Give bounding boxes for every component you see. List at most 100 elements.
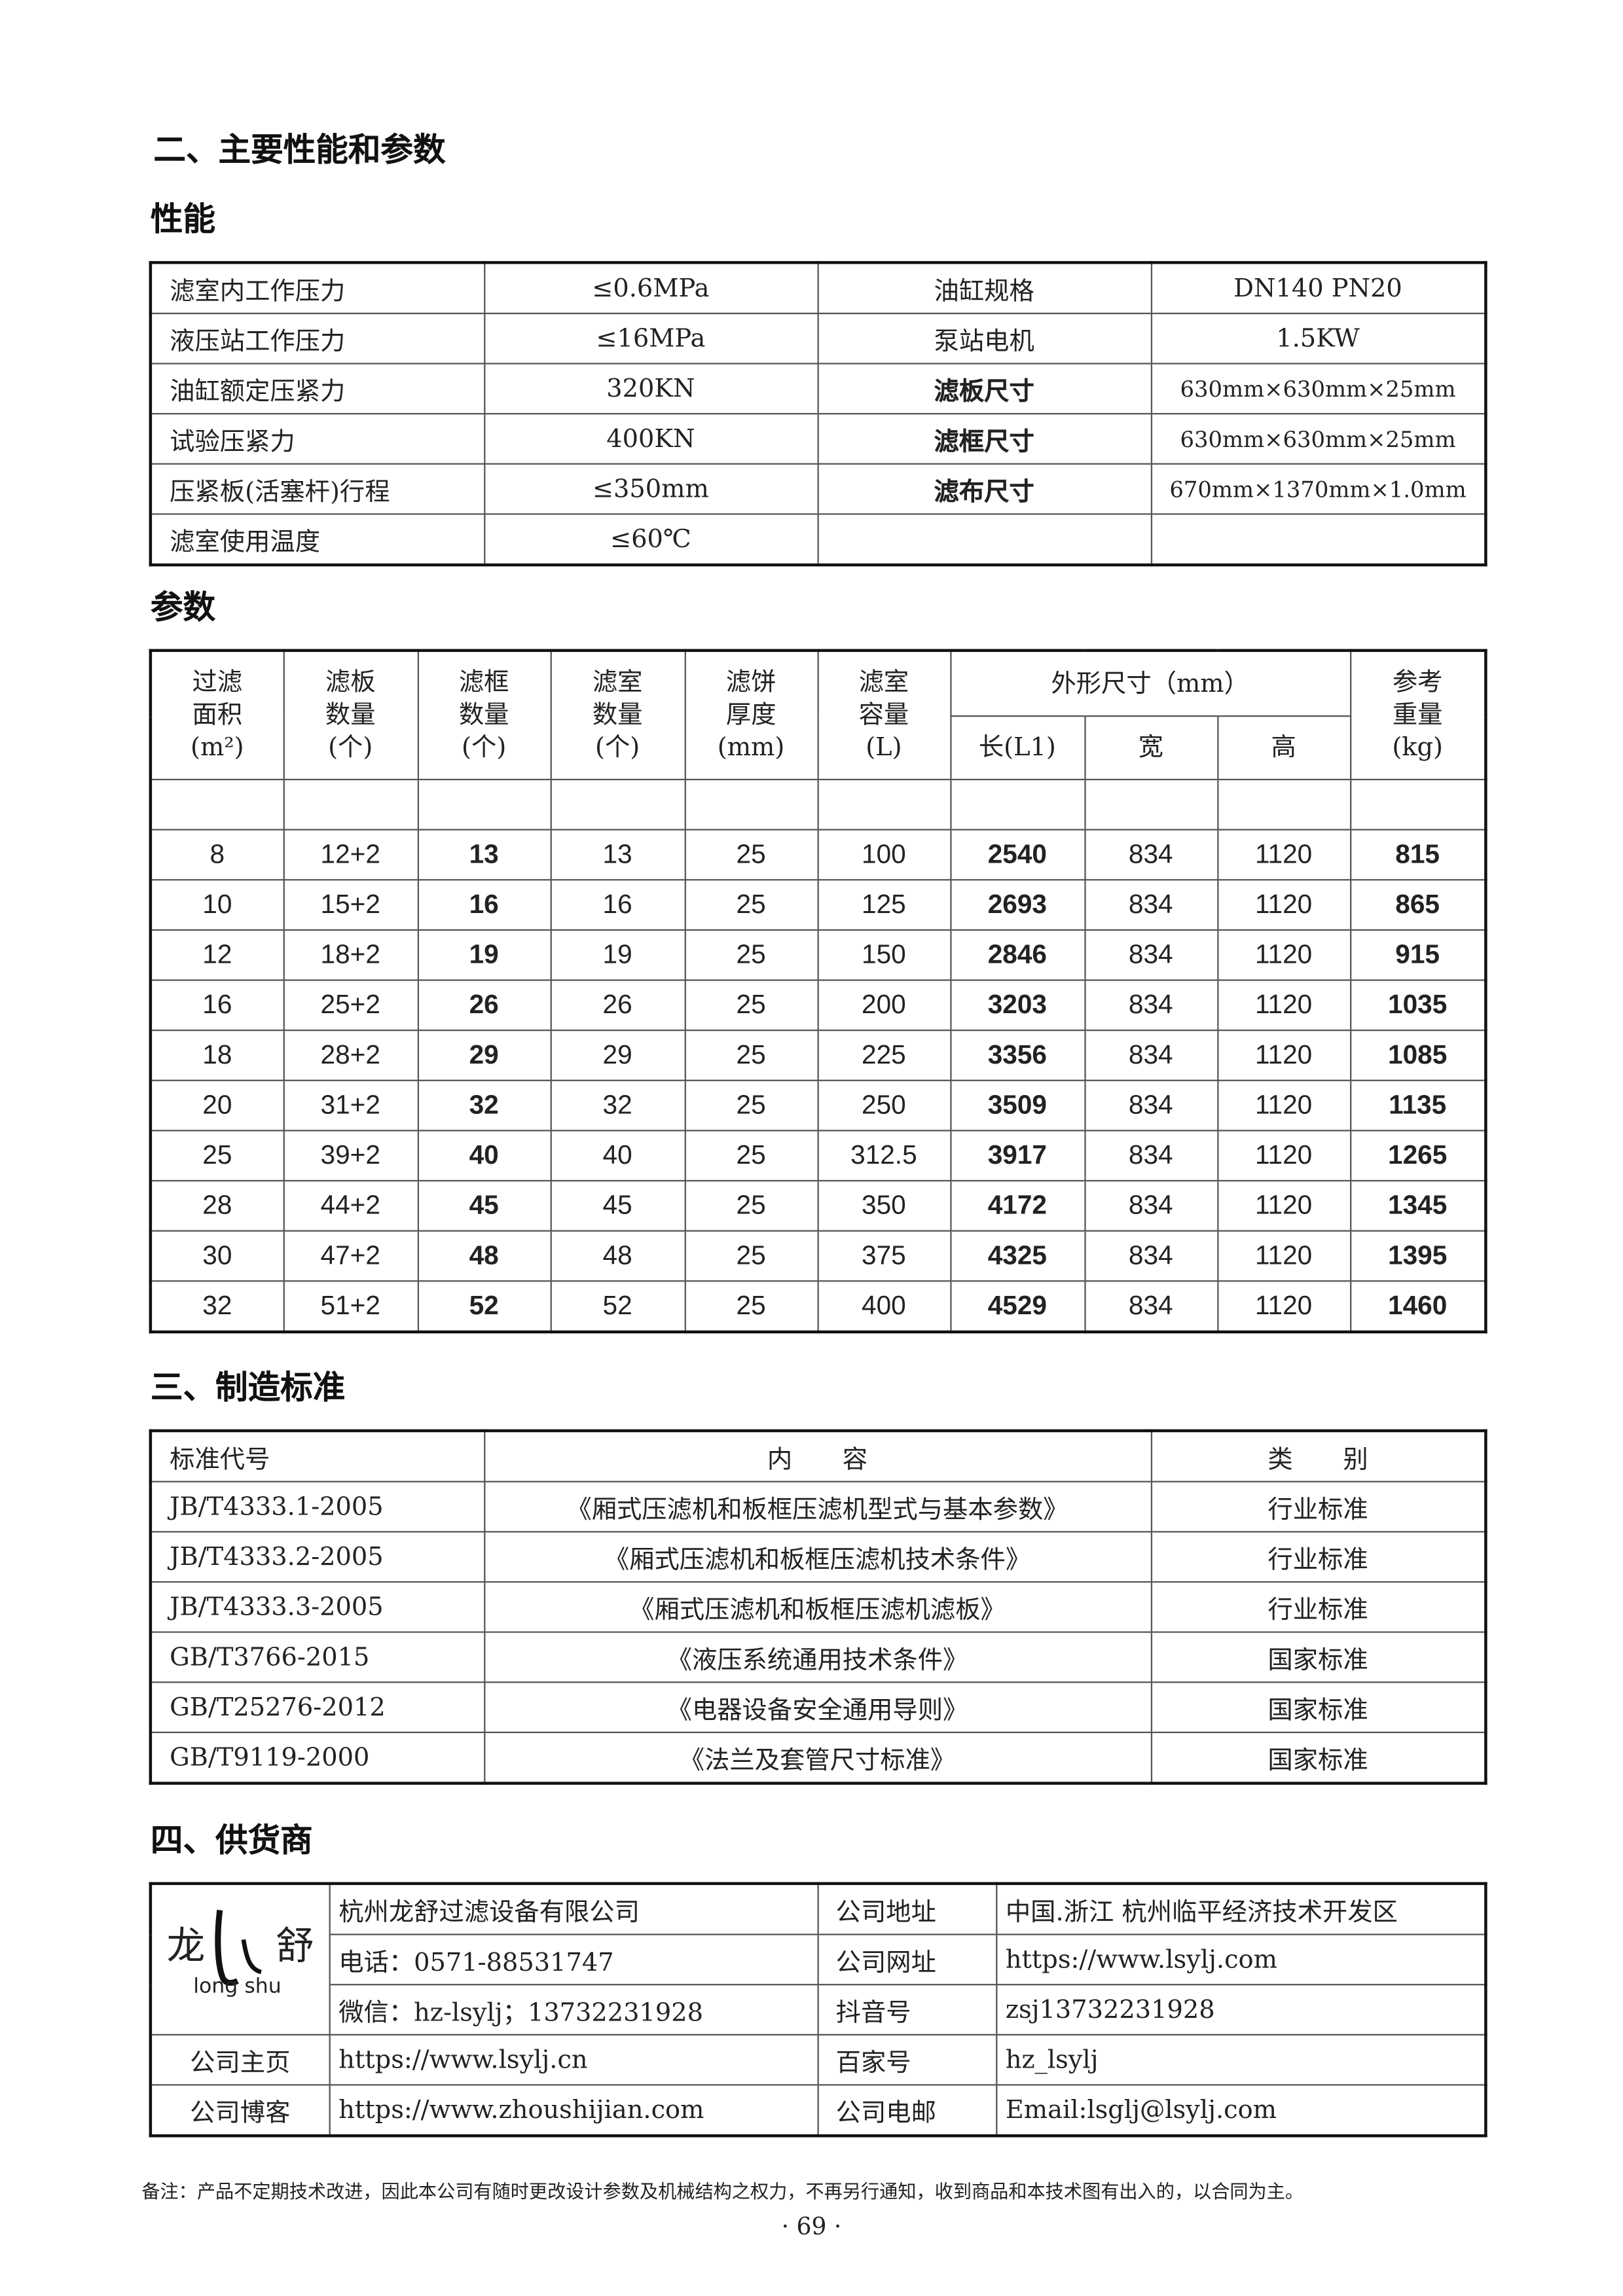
table-cell: 815: [1349, 829, 1487, 881]
table-cell: 26: [416, 979, 551, 1031]
table-row: 试验压紧力 400KN 滤框尺寸 630mm×630mm×25mm: [149, 413, 1487, 465]
table-cell: 25: [684, 1230, 818, 1282]
table-cell: 《液压系统通用技术条件》: [483, 1631, 1152, 1683]
table-cell: 25: [684, 829, 818, 881]
supplier-label: 公司博客: [149, 2084, 330, 2137]
table-cell: ≤0.6MPa: [483, 262, 818, 315]
table-cell: 834: [1084, 929, 1218, 981]
table-cell: 1395: [1349, 1230, 1487, 1282]
empty-cell: [149, 778, 284, 831]
table-cell: 行业标准: [1150, 1531, 1487, 1583]
table-cell: 19: [416, 929, 551, 981]
table-cell: 《厢式压滤机和板框压滤机技术条件》: [483, 1531, 1152, 1583]
table-cell: 16: [149, 979, 284, 1031]
table-row: 32 51+2 52 52 25 400 4529 834 1120 1460: [149, 1280, 1487, 1333]
table-cell: 13: [549, 829, 685, 881]
table-cell: 32: [549, 1079, 685, 1132]
table-cell: 25: [684, 1280, 818, 1333]
table-cell: 滤框尺寸: [816, 413, 1152, 465]
table-cell: 1120: [1216, 879, 1351, 931]
table-cell: 375: [816, 1230, 951, 1282]
table-cell: 225: [816, 1030, 951, 1081]
table-cell: 670mm×1370mm×1.0mm: [1150, 463, 1487, 515]
table-cell: 16: [549, 879, 685, 931]
parameters-table: 过滤 面积 (m²) 滤板 数量 (个) 滤框 数量 (个) 滤室 数量 (个) 滤饼 …: [149, 649, 1487, 1334]
performance-table: 滤室内工作压力 ≤0.6MPa 油缸规格 DN140 PN20 液压站工作压力 ≤16MP…: [149, 260, 1487, 567]
supplier-label: 百家号: [816, 2034, 997, 2086]
supplier-value: zsj13732231928: [995, 1984, 1487, 2036]
table-row: 压紧板(活塞杆)行程 ≤350mm 滤布尺寸 670mm×1370mm×1.0mm: [149, 463, 1487, 515]
table-cell: 滤布尺寸: [816, 463, 1152, 515]
table-cell: 834: [1084, 879, 1218, 931]
table-cell: 200: [816, 979, 951, 1031]
table-row: 10 15+2 16 16 25 125 2693 834 1120 865: [149, 879, 1487, 931]
table-cell: 10: [149, 879, 284, 931]
table-cell: 3356: [949, 1030, 1085, 1081]
empty-cell: [816, 778, 951, 831]
table-cell: 45: [416, 1179, 551, 1232]
column-header: 类 别: [1150, 1429, 1487, 1482]
table-row: GB/T25276-2012 《电器设备安全通用导则》 国家标准: [149, 1681, 1487, 1733]
supplier-value: 中国.浙江 杭州临平经济技术开发区: [995, 1882, 1487, 1935]
section-4-heading: 四、供货商: [150, 1823, 313, 1860]
table-row: 公司主页 https://www.lsylj.cn 百家号 hz_lsylj: [149, 2034, 1487, 2086]
table-cell: 31+2: [282, 1079, 418, 1132]
table-cell: 1460: [1349, 1280, 1487, 1333]
table-cell: 834: [1084, 1079, 1218, 1132]
table-cell: 48: [549, 1230, 685, 1282]
table-cell: 液压站工作压力: [149, 312, 485, 365]
table-cell: 《法兰及套管尺寸标准》: [483, 1731, 1152, 1784]
section-3-heading: 三、制造标准: [150, 1370, 346, 1407]
supplier-value: Email:lsglj@lsylj.com: [995, 2084, 1487, 2137]
table-row: 公司博客 https://www.zhoushijian.com 公司电邮 Email…: [149, 2084, 1487, 2137]
table-row: 28 44+2 45 45 25 350 4172 834 1120 1345: [149, 1179, 1487, 1232]
supplier-label: 抖音号: [816, 1984, 997, 2036]
table-cell: 国家标准: [1150, 1681, 1487, 1733]
table-cell: 19: [549, 929, 685, 981]
table-cell: 行业标准: [1150, 1581, 1487, 1633]
table-cell: 1120: [1216, 1030, 1351, 1081]
table-cell: 350: [816, 1179, 951, 1232]
header-row: 标准代号内 容类 别: [149, 1429, 1487, 1482]
table-cell: DN140 PN20: [1150, 262, 1487, 315]
table-cell: 1120: [1216, 1230, 1351, 1282]
table-cell: 630mm×630mm×25mm: [1150, 413, 1487, 465]
column-header: 过滤 面积 (m²): [149, 649, 284, 781]
empty-cell: [1084, 778, 1218, 831]
table-cell: 400: [816, 1280, 951, 1333]
column-header: 滤饼 厚度 (mm): [684, 649, 818, 781]
table-cell: GB/T3766-2015: [149, 1631, 485, 1683]
table-cell: 油缸额定压紧力: [149, 363, 485, 415]
table-cell: 630mm×630mm×25mm: [1150, 363, 1487, 415]
table-cell: 834: [1084, 1030, 1218, 1081]
column-header: 内 容: [483, 1429, 1152, 1482]
table-cell: 834: [1084, 1230, 1218, 1282]
column-header: 参考 重量 (kg): [1349, 649, 1487, 781]
column-header: 滤框 数量 (个): [416, 649, 551, 781]
table-cell: JB/T4333.2-2005: [149, 1531, 485, 1583]
table-row: 12 18+2 19 19 25 150 2846 834 1120 915: [149, 929, 1487, 981]
supplier-value: https://www.zhoushijian.com: [328, 2084, 818, 2137]
table-row: 20 31+2 32 32 25 250 3509 834 1120 1135: [149, 1079, 1487, 1132]
table-cell: 国家标准: [1150, 1631, 1487, 1683]
header-subrow: 长(L1) 宽高: [151, 715, 1486, 781]
table-cell: 3917: [949, 1130, 1085, 1182]
table-cell: 《厢式压滤机和板框压滤机型式与基本参数》: [483, 1480, 1152, 1533]
table-cell: 834: [1084, 979, 1218, 1031]
table-cell: 25: [684, 1179, 818, 1232]
table-cell: 1120: [1216, 1280, 1351, 1333]
table-cell: 1035: [1349, 979, 1487, 1031]
table-cell: 28+2: [282, 1030, 418, 1081]
section-2-heading: 二、主要性能和参数: [153, 132, 446, 170]
table-row: JB/T4333.1-2005 《厢式压滤机和板框压滤机型式与基本参数》 行业标准: [149, 1480, 1487, 1533]
table-cell: 滤板尺寸: [816, 363, 1152, 415]
table-cell: 18+2: [282, 929, 418, 981]
table-cell: 1345: [1349, 1179, 1487, 1232]
supplier-label: 公司地址: [816, 1882, 997, 1935]
table-cell: JB/T4333.1-2005: [149, 1480, 485, 1533]
table-cell: ≤60℃: [483, 513, 818, 566]
table-cell: 25+2: [282, 979, 418, 1031]
table-cell: 8: [149, 829, 284, 881]
supplier-label: 公司电邮: [816, 2084, 997, 2137]
